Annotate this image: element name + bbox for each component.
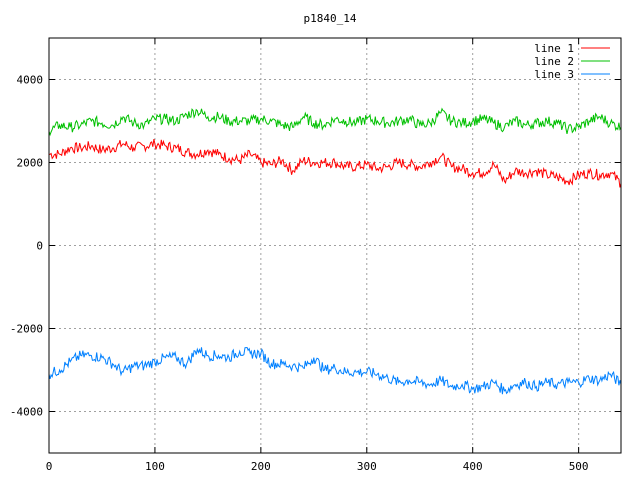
legend-label: line 2 xyxy=(534,55,574,68)
x-tick-label: 200 xyxy=(251,460,271,473)
axis-ticks: 0 100 200 300 400 500 -4000 -2000 0 2000 4000 xyxy=(10,38,621,473)
x-tick-label: 0 xyxy=(46,460,53,473)
y-tick-label: 0 xyxy=(36,240,43,253)
chart-title: p1840_14 xyxy=(304,12,357,25)
grid xyxy=(49,38,621,453)
legend-label: line 3 xyxy=(534,68,574,81)
legend-label: line 1 xyxy=(534,42,574,55)
series-line-1 xyxy=(48,138,622,188)
x-tick-label: 300 xyxy=(357,460,377,473)
x-tick-label: 500 xyxy=(569,460,589,473)
series-line-2 xyxy=(48,107,622,137)
series-lines xyxy=(48,107,622,395)
y-tick-label: 2000 xyxy=(17,157,44,170)
y-tick-label: -4000 xyxy=(10,406,43,419)
y-tick-label: -2000 xyxy=(10,323,43,336)
series-line-3 xyxy=(48,346,622,395)
x-tick-label: 100 xyxy=(145,460,165,473)
y-tick-label: 4000 xyxy=(17,74,44,87)
x-tick-label: 400 xyxy=(463,460,483,473)
